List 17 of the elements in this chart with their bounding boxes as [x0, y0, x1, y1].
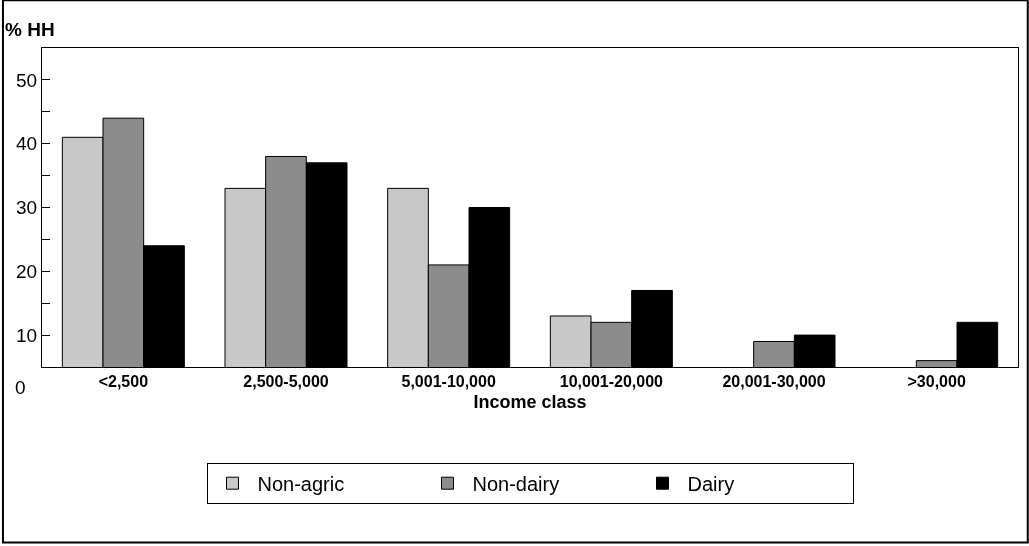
x-axis-title: Income class: [473, 392, 587, 413]
legend-label: Non-dairy: [472, 473, 560, 495]
y-axis-title: % HH: [5, 19, 55, 40]
y-tick-label: 20: [16, 260, 38, 282]
y-tick-label: 50: [16, 69, 38, 91]
x-tick-label: 5,001-10,000: [401, 373, 496, 391]
x-tick-label: >30,000: [907, 373, 966, 391]
y-tick-label: 10: [16, 324, 38, 346]
x-tick-label: 10,001-20,000: [559, 373, 664, 391]
legend-label: Dairy: [687, 473, 735, 495]
text: 0: [15, 377, 26, 398]
legend-label: Non-agric: [257, 473, 345, 495]
x-tick-label: 2,500-5,000: [243, 373, 329, 391]
x-tick-label: 20,001-30,000: [722, 373, 826, 391]
y-tick-label: 40: [16, 133, 38, 155]
y-tick-label: 30: [16, 197, 38, 219]
x-tick-label: <2,500: [98, 373, 149, 391]
